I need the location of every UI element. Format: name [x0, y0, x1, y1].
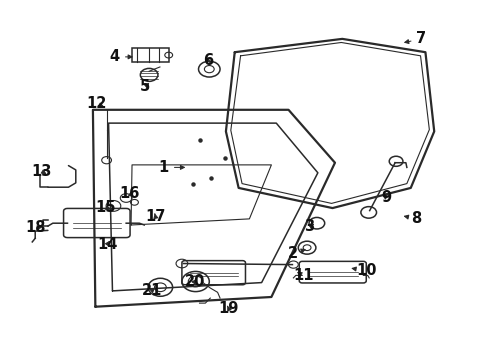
Text: 14: 14	[97, 237, 118, 252]
Text: 13: 13	[31, 163, 52, 179]
Text: 10: 10	[351, 263, 376, 278]
Text: 15: 15	[95, 199, 115, 215]
Text: 19: 19	[218, 301, 239, 316]
Text: 8: 8	[404, 211, 421, 226]
Text: 11: 11	[292, 268, 313, 283]
Text: 1: 1	[159, 160, 184, 175]
Text: 17: 17	[145, 209, 165, 224]
Text: 2: 2	[288, 246, 305, 261]
Text: 16: 16	[119, 186, 140, 201]
Text: 21: 21	[141, 283, 162, 298]
Text: 20: 20	[184, 274, 204, 289]
Text: 18: 18	[25, 220, 45, 235]
Text: 7: 7	[404, 31, 426, 46]
Text: 3: 3	[304, 219, 313, 234]
Text: 5: 5	[140, 79, 150, 94]
Text: 12: 12	[86, 96, 107, 111]
Text: 9: 9	[381, 190, 390, 205]
Text: 4: 4	[110, 49, 132, 64]
Text: 6: 6	[203, 53, 212, 68]
